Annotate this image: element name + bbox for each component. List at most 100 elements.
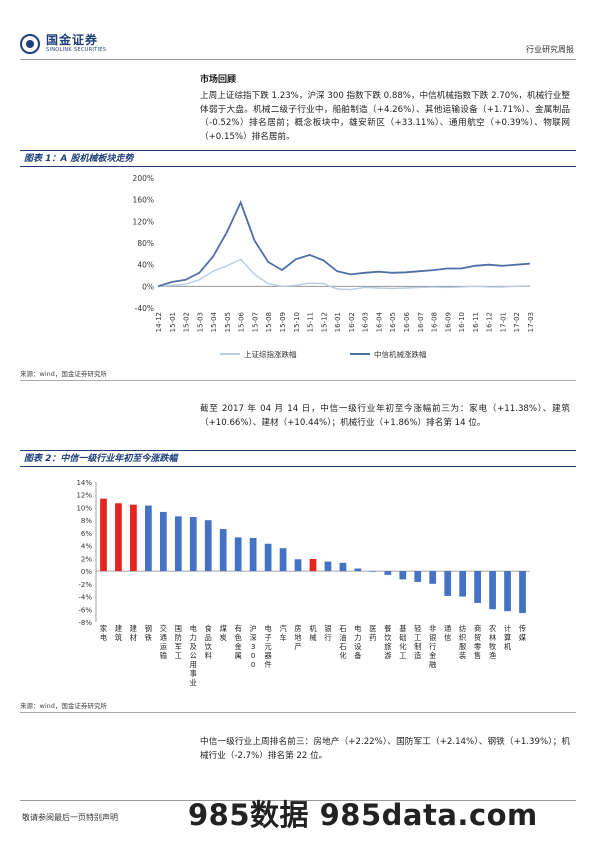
x-tick-label: 17-02 bbox=[513, 312, 521, 332]
bar bbox=[504, 571, 511, 612]
x-tick-label: 15-07 bbox=[251, 312, 259, 332]
bar bbox=[309, 559, 317, 572]
category-label: 石油石化 bbox=[339, 624, 346, 660]
footer-disclaimer: 敬请参阅最后一页特别声明 bbox=[22, 813, 118, 822]
legend-label: 上证综指涨跌幅 bbox=[244, 349, 297, 359]
category-label: 汽车 bbox=[279, 624, 286, 642]
bar bbox=[369, 571, 377, 572]
x-tick-label: 17-01 bbox=[499, 312, 507, 332]
weekly-ranking-paragraph: 中信一级行业上周排名前三：房地产（+2.22%）、国防军工（+2.14%）、钢铁… bbox=[200, 737, 570, 761]
figure2-bottom-rule bbox=[20, 712, 576, 713]
y-tick-label: -6% bbox=[78, 606, 92, 614]
bar bbox=[145, 505, 152, 572]
report-type: 行业研究周报 bbox=[526, 45, 574, 54]
x-tick-label: 15-04 bbox=[210, 311, 218, 332]
bar bbox=[130, 504, 137, 572]
category-label: 房地产 bbox=[294, 624, 301, 651]
bar bbox=[159, 511, 167, 572]
legend-label: 中信机械涨跌幅 bbox=[374, 349, 427, 359]
company-logo: 国金证券 SINOLINK SECURITIES bbox=[20, 34, 106, 54]
category-label: 非银行金融 bbox=[429, 624, 436, 669]
watermark: 985数据 985data.com bbox=[188, 798, 538, 832]
bar bbox=[459, 571, 467, 597]
bar bbox=[384, 571, 392, 575]
x-tick-label: 15-08 bbox=[265, 312, 273, 332]
machinery-trend-line-chart: -40% 0% 40% 80% 120% 160% 200% 14-12 15-01 15-02 1… bbox=[133, 174, 535, 359]
category-label: 银行 bbox=[324, 624, 331, 642]
figure1-bottom-rule bbox=[20, 380, 576, 381]
category-label: 建筑 bbox=[115, 624, 122, 642]
bar bbox=[489, 571, 496, 610]
x-tick-label: 16-10 bbox=[458, 312, 466, 332]
bar bbox=[174, 516, 182, 572]
category-label: 建材 bbox=[130, 624, 137, 642]
category-label: 电力及公用事业 bbox=[190, 624, 197, 687]
category-label: 轻工制造 bbox=[414, 624, 421, 660]
y-tick-label: 200% bbox=[133, 174, 154, 183]
x-tick-label: 15-11 bbox=[307, 312, 315, 332]
y-tick-label: -2% bbox=[78, 581, 92, 589]
bar bbox=[264, 543, 272, 572]
bar bbox=[249, 538, 257, 572]
category-label: 农林牧渔 bbox=[489, 624, 496, 660]
y-tick-label: -8% bbox=[78, 619, 92, 627]
bar bbox=[234, 537, 242, 572]
bar bbox=[399, 571, 407, 580]
x-tick-label: 16-09 bbox=[444, 312, 452, 332]
x-tick-label: 17-03 bbox=[527, 312, 535, 332]
x-tick-label: 16-08 bbox=[431, 312, 439, 332]
series-line bbox=[157, 200, 531, 288]
industry-ytd-bar-chart: -8% -6% -4% -2% 0% 2% 4% 6% 8% 10% 12% 14% 家电建筑建材钢铁交… bbox=[76, 479, 530, 687]
y-tick-label: 0% bbox=[142, 282, 154, 291]
y-tick-label: 8% bbox=[81, 517, 92, 525]
category-label: 有色金属 bbox=[235, 624, 242, 660]
y-tick-label: 10% bbox=[76, 504, 92, 512]
y-tick-label: 0% bbox=[81, 568, 92, 576]
y-tick-label: 160% bbox=[133, 196, 154, 205]
category-label: 煤炭 bbox=[220, 624, 227, 642]
x-tick-label: 16-12 bbox=[486, 312, 494, 332]
y-tick-label: 2% bbox=[81, 555, 92, 563]
bar bbox=[100, 498, 107, 572]
ytd-ranking-paragraph: 截至 2017 年 04 月 14 日，中信一级行业年初至今涨幅前三为：家电（+… bbox=[200, 404, 570, 428]
category-label: 食品饮料 bbox=[205, 624, 213, 660]
bar bbox=[204, 520, 212, 572]
category-label: 电力设备 bbox=[354, 624, 361, 660]
bar bbox=[444, 571, 452, 596]
y-tick-label: 80% bbox=[137, 239, 154, 248]
category-label: 沪深 3 0 0 bbox=[250, 624, 257, 669]
market-review-paragraph: 上周上证综指下跌 1.23%，沪深 300 指数下跌 0.88%，中信机械指数下… bbox=[200, 91, 570, 142]
logo-name-cn: 国金证券 bbox=[46, 33, 99, 47]
figure1-title: 图表 1：A 股机械板块走势 bbox=[20, 150, 576, 167]
x-tick-label: 15-10 bbox=[293, 312, 301, 332]
category-label: 机械 bbox=[309, 624, 317, 642]
x-tick-label: 16-02 bbox=[348, 312, 356, 332]
x-tick-label: 16-05 bbox=[389, 312, 397, 332]
section-title: 市场回顾 bbox=[200, 75, 237, 85]
x-tick-label: 15-06 bbox=[238, 311, 246, 332]
category-label: 商贸零售 bbox=[474, 624, 481, 660]
x-tick-label: 16-11 bbox=[472, 312, 480, 332]
bar bbox=[189, 517, 197, 572]
category-label: 通信 bbox=[444, 624, 451, 642]
bar bbox=[324, 561, 332, 572]
x-tick-label: 16-04 bbox=[375, 311, 383, 332]
y-tick-label: 12% bbox=[76, 492, 92, 500]
bar bbox=[519, 571, 526, 614]
y-tick-label: 4% bbox=[81, 543, 92, 551]
category-label: 电子元器件 bbox=[265, 624, 272, 669]
y-tick-label: 40% bbox=[137, 261, 154, 270]
bar bbox=[414, 571, 422, 582]
y-tick-label: -4% bbox=[78, 594, 92, 602]
bar bbox=[339, 562, 347, 572]
x-tick-label: 16-06 bbox=[403, 311, 411, 332]
category-label: 纺织服装 bbox=[459, 624, 466, 660]
x-tick-label: 16-01 bbox=[334, 312, 342, 332]
logo-name-en: SINOLINK SECURITIES bbox=[46, 47, 107, 53]
figure2-source: 来源：wind，国金证券研究所 bbox=[20, 702, 107, 710]
y-tick-label: 120% bbox=[133, 217, 154, 226]
bar bbox=[354, 568, 362, 572]
logo-mark-icon bbox=[20, 34, 40, 54]
bar bbox=[219, 529, 227, 572]
category-label: 计算机 bbox=[504, 624, 512, 651]
